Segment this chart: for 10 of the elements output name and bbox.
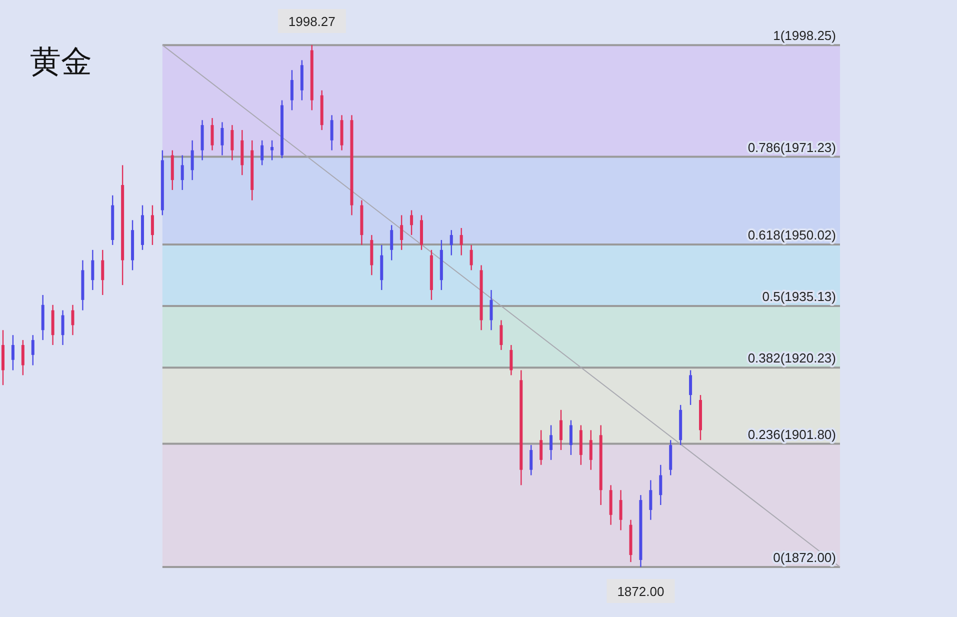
chart-title: 黄金 (30, 44, 92, 80)
annotation: 1872.00 (617, 584, 664, 599)
ref-line-label: 0.5(1935.13) (762, 289, 836, 304)
ref-line-label: 0.786(1971.23) (748, 140, 836, 155)
ref-line-label: 0(1872.00) (773, 550, 836, 565)
annotation: 1998.27 (288, 14, 336, 29)
ref-line-label: 1(1998.25) (773, 28, 836, 44)
ref-line-label: 0.236(1901.80) (748, 426, 836, 442)
ref-line-label: 0.618(1950.02) (748, 227, 836, 242)
ref-line-label: 0.382(1920.23) (748, 350, 836, 366)
